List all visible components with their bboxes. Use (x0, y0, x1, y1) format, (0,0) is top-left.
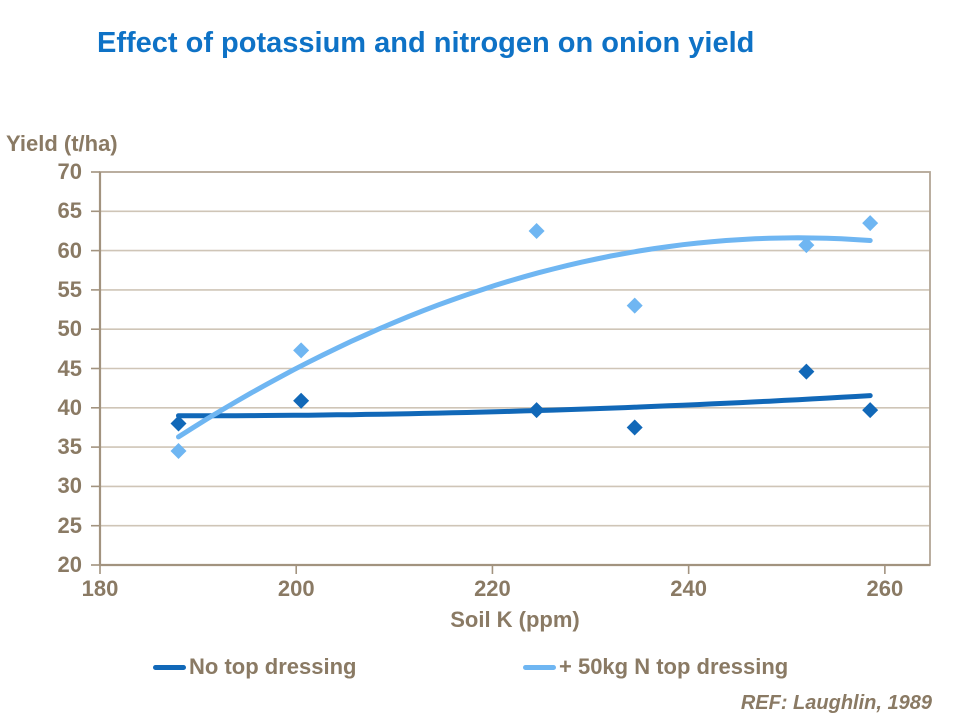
data-point-series-1 (293, 342, 310, 359)
x-axis-title: Soil K (ppm) (450, 607, 580, 632)
data-point-series-1 (528, 222, 545, 239)
y-tick-label-70: 70 (57, 159, 82, 184)
legend-swatch-50kg-n-top-dressing (523, 664, 556, 670)
x-tick-label-200: 200 (277, 576, 315, 601)
data-point-series-0 (528, 402, 545, 419)
data-point-series-1 (862, 215, 879, 232)
y-tick-label-20: 20 (57, 552, 82, 577)
data-point-series-0 (862, 402, 879, 419)
legend-label: No top dressing (189, 654, 357, 679)
reference-credit: REF: Laughlin, 1989 (740, 692, 932, 714)
legend-item-no-top-dressing: No top dressing (153, 653, 356, 681)
trendline-series-1 (176, 235, 873, 440)
y-axis-title: Yield (t/ha) (6, 131, 118, 156)
data-point-series-0 (626, 419, 643, 436)
x-tick-label-220: 220 (474, 576, 511, 601)
data-point-series-1 (798, 237, 815, 254)
data-point-series-1 (170, 443, 187, 460)
y-tick-label-50: 50 (57, 316, 82, 342)
legend-swatch-no-top-dressing (153, 664, 186, 670)
x-tick-label-180: 180 (81, 576, 119, 601)
x-tick-label-260: 260 (866, 576, 904, 601)
legend-item-50kg-n-top-dressing: + 50kg N top dressing (523, 653, 788, 681)
y-tick-label-55: 55 (57, 276, 82, 302)
y-tick-label-35: 35 (57, 434, 82, 460)
trendline-series-0 (176, 393, 873, 419)
data-point-series-0 (170, 415, 187, 432)
chart-title: Effect of potassium and nitrogen on onio… (97, 27, 755, 59)
data-point-series-0 (798, 363, 815, 380)
y-tick-label-40: 40 (57, 394, 82, 420)
y-tick-label-65: 65 (57, 198, 82, 224)
data-point-series-1 (626, 297, 643, 314)
data-point-series-0 (293, 392, 310, 409)
y-tick-label-60: 60 (57, 237, 82, 263)
y-tick-label-25: 25 (57, 512, 82, 538)
legend-label: + 50kg N top dressing (559, 654, 789, 679)
x-tick-label-240: 240 (670, 576, 707, 601)
y-tick-label-45: 45 (57, 355, 82, 381)
y-tick-label-30: 30 (57, 473, 82, 499)
